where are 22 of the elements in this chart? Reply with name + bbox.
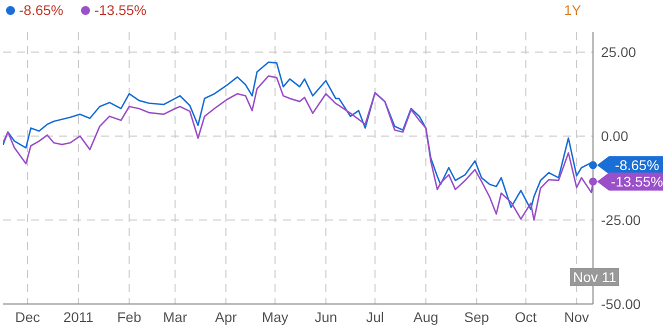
x-tick-label: Dec (15, 308, 40, 325)
y-tick-label: -50.00 (601, 296, 641, 312)
x-tick-label: Mar (163, 308, 188, 325)
x-tick-label: 2011 (63, 308, 94, 325)
y-tick-label: 0.00 (601, 128, 628, 144)
x-tick-label: Sep (464, 308, 490, 325)
x-tick-label: Nov (564, 308, 590, 325)
x-tick-label: Jul (366, 308, 384, 325)
text: 1Y (564, 2, 582, 18)
y-tick-label: -25.00 (601, 212, 641, 228)
annotation: -8.65% (614, 157, 660, 174)
x-tick-label: May (262, 308, 288, 325)
annotation: -13.55% (610, 174, 663, 190)
text: -8.65% (19, 2, 64, 18)
x-tick-label: Jun (314, 308, 338, 325)
y-tick-label: 25.00 (601, 44, 636, 60)
text: -13.55% (94, 2, 147, 18)
x-tick-label: Feb (117, 308, 142, 325)
annotation: Nov 11 (570, 268, 620, 286)
x-tick-label: Aug (413, 308, 438, 325)
x-tick-label: Apr (214, 308, 238, 325)
x-tick-label: Oct (514, 308, 537, 325)
